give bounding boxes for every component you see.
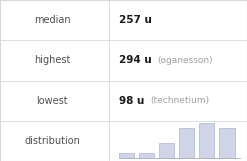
Text: 98 u: 98 u bbox=[119, 96, 144, 106]
Bar bbox=[199, 123, 214, 158]
Text: median: median bbox=[34, 15, 70, 25]
Text: 257 u: 257 u bbox=[119, 15, 151, 25]
Bar bbox=[179, 128, 194, 158]
Bar bbox=[139, 153, 154, 158]
Bar bbox=[159, 143, 174, 158]
Bar bbox=[219, 128, 235, 158]
Bar bbox=[119, 153, 134, 158]
Text: 294 u: 294 u bbox=[119, 55, 151, 65]
Text: highest: highest bbox=[34, 55, 70, 65]
Text: (technetium): (technetium) bbox=[150, 96, 209, 105]
Text: lowest: lowest bbox=[36, 96, 68, 106]
Text: distribution: distribution bbox=[24, 136, 80, 146]
Text: (oganesson): (oganesson) bbox=[157, 56, 212, 65]
